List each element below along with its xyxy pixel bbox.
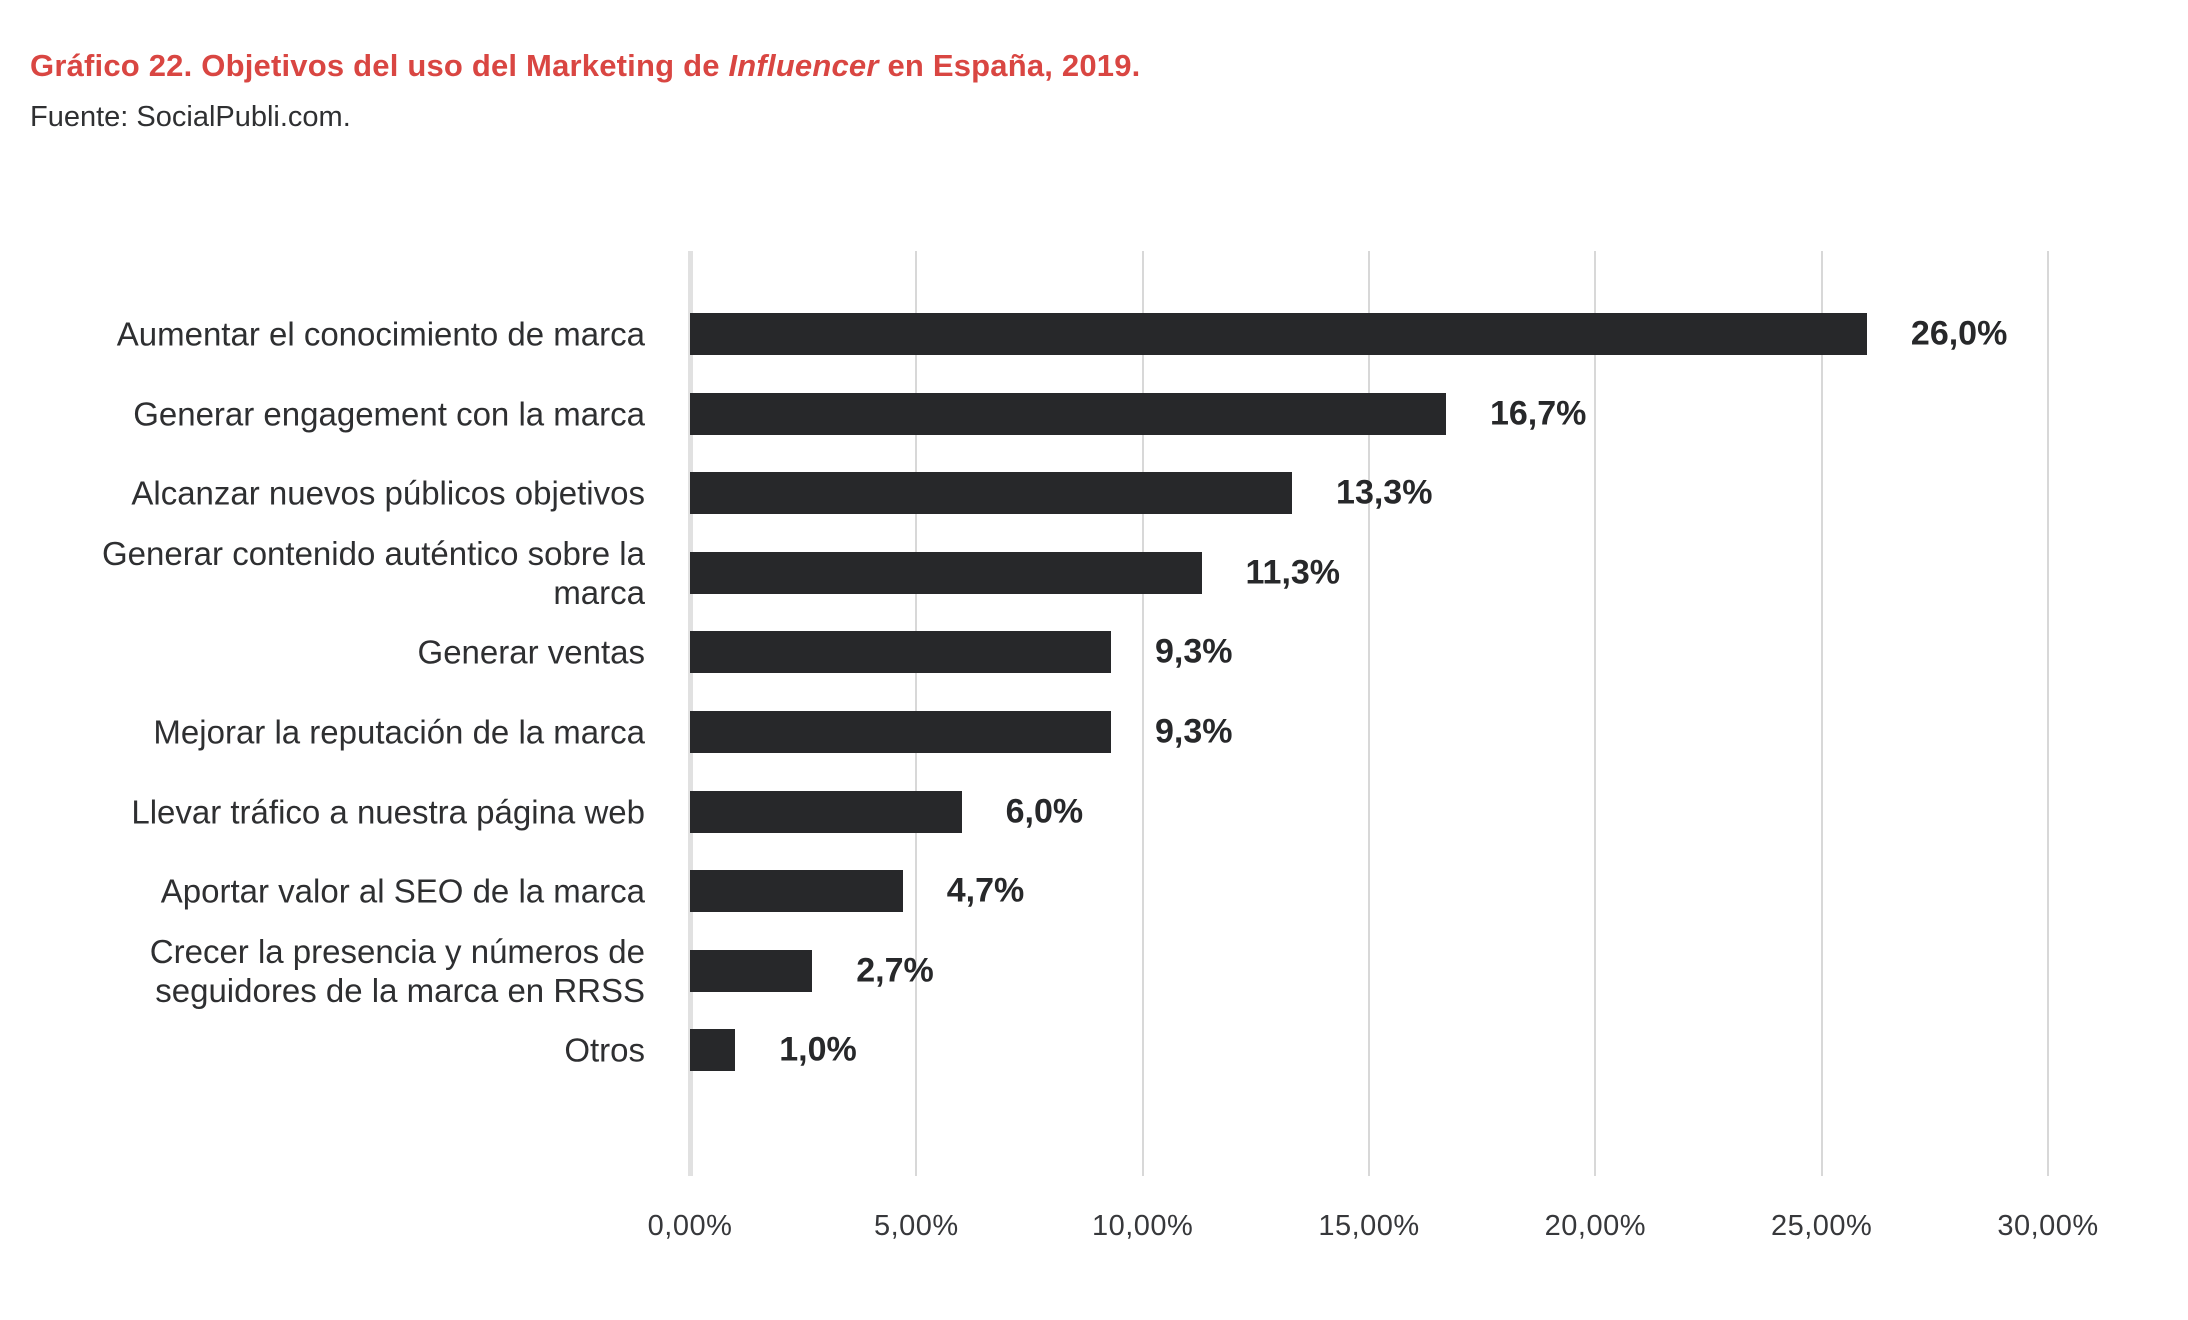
bar: [690, 631, 1111, 674]
bar: [690, 790, 962, 833]
gridline: [1141, 251, 1144, 1176]
value-label: 9,3%: [1154, 632, 1233, 671]
gridline: [1368, 251, 1370, 1176]
bar: [690, 711, 1111, 753]
value-label: 9,3%: [1154, 712, 1233, 751]
gridline: [1594, 251, 1597, 1176]
value-label: 13,3%: [1336, 473, 1433, 512]
value-label: 11,3%: [1245, 553, 1341, 592]
value-label: 4,7%: [946, 871, 1025, 910]
category-label: Otros: [564, 1031, 645, 1069]
bar: [690, 472, 1293, 515]
gridline: [2047, 251, 2049, 1176]
bar: [690, 392, 1446, 435]
category-label: Aumentar el conocimiento de marca: [116, 315, 645, 353]
x-tick-label: 30,00%: [1997, 1210, 2099, 1242]
bar: [690, 870, 903, 913]
gridline: [1820, 251, 1823, 1176]
bar: [690, 949, 813, 992]
category-label: Llevar tráfico a nuestra página web: [131, 793, 645, 831]
category-label: Crecer la presencia y números de seguido…: [149, 932, 645, 1009]
chart-title: Gráfico 22. Objetivos del uso del Market…: [30, 48, 1141, 84]
chart-header: Gráfico 22. Objetivos del uso del Market…: [30, 48, 1141, 134]
category-label: Generar contenido auténtico sobre la mar…: [101, 534, 645, 611]
category-label: Aportar valor al SEO de la marca: [160, 872, 645, 910]
x-tick-label: 5,00%: [873, 1210, 959, 1242]
source-caption: Fuente: SocialPubli.com.: [30, 101, 351, 133]
x-tick-label: 25,00%: [1770, 1210, 1873, 1242]
bar: [690, 1029, 736, 1072]
category-label: Mejorar la reputación de la marca: [153, 713, 645, 751]
value-label: 1,0%: [779, 1030, 857, 1069]
category-label: Generar ventas: [417, 633, 645, 671]
chart-title-italic: Influencer: [728, 48, 879, 83]
value-label: 2,7%: [856, 951, 934, 990]
bar: [690, 551, 1202, 594]
x-tick-label: 15,00%: [1318, 1210, 1420, 1242]
category-labels: Aumentar el conocimiento de marca Generar…: [0, 0, 645, 1320]
x-tick-label: 10,00%: [1091, 1210, 1194, 1242]
x-tick-label: 0,00%: [647, 1210, 733, 1242]
value-label: 26,0%: [1910, 314, 2008, 353]
chart-title-prefix: Gráfico 22. Objetivos del uso del Market…: [30, 48, 729, 83]
category-label: Generar engagement con la marca: [133, 395, 645, 433]
x-tick-label: 20,00%: [1544, 1210, 1647, 1242]
chart-title-suffix: en España, 2019.: [878, 48, 1141, 83]
value-label: 16,7%: [1489, 394, 1587, 433]
plot-area: 26,0% 16,7% 13,3% 11,3% 9,3% 9,3% 6,0% 4,7% 2,7%…: [688, 251, 2049, 1176]
value-label: 6,0%: [1005, 792, 1084, 831]
category-label: Alcanzar nuevos públicos objetivos: [131, 474, 645, 512]
bar: [690, 313, 1867, 355]
